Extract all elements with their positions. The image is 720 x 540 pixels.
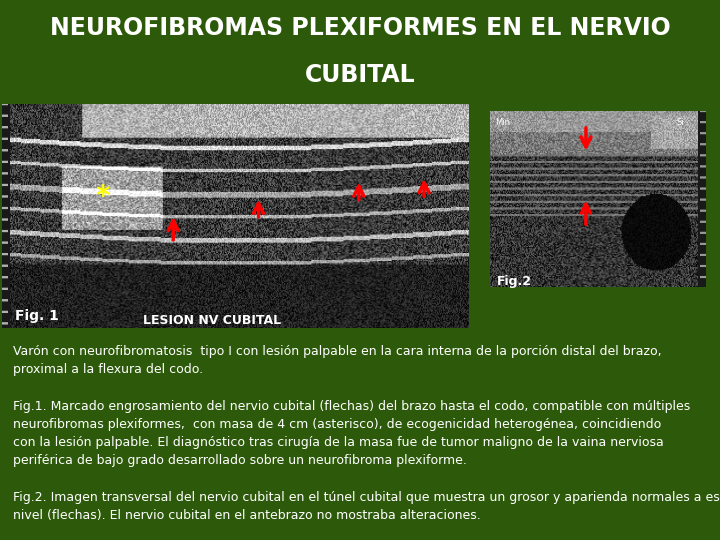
Text: Fig.2: Fig.2 (497, 275, 532, 288)
Text: Min: Min (495, 118, 510, 127)
Text: Fig.1. Marcado engrosamiento del nervio cubital (flechas) del brazo hasta el cod: Fig.1. Marcado engrosamiento del nervio … (13, 400, 690, 467)
Text: Si: Si (676, 118, 684, 127)
Text: Fig. 1: Fig. 1 (14, 309, 58, 323)
Text: LESION NV CUBITAL: LESION NV CUBITAL (143, 314, 282, 327)
Text: CUBITAL: CUBITAL (305, 63, 415, 87)
Text: *: * (96, 183, 110, 211)
Text: Fig.2. Imagen transversal del nervio cubital en el túnel cubital que muestra un : Fig.2. Imagen transversal del nervio cub… (13, 491, 720, 522)
Text: NEUROFIBROMAS PLEXIFORMES EN EL NERVIO: NEUROFIBROMAS PLEXIFORMES EN EL NERVIO (50, 16, 670, 40)
Text: Varón con neurofibromatosis  tipo I con lesión palpable en la cara interna de la: Varón con neurofibromatosis tipo I con l… (13, 345, 662, 376)
